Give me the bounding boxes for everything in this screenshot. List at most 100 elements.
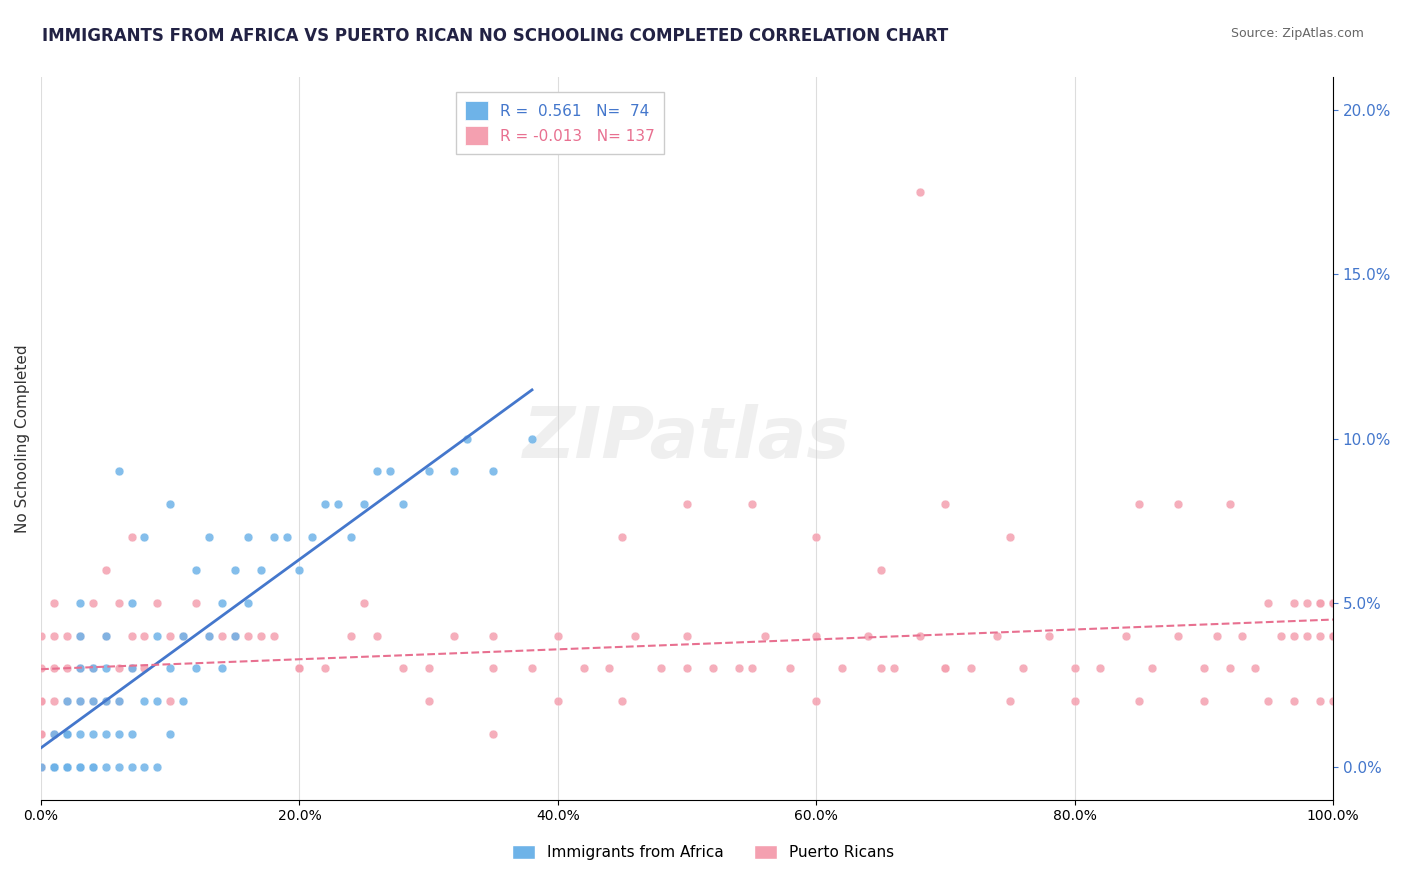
Point xyxy=(301,530,323,544)
Point xyxy=(727,661,749,675)
Point xyxy=(42,760,65,774)
Point xyxy=(56,760,79,774)
Point xyxy=(146,760,169,774)
Point xyxy=(121,629,143,643)
Point xyxy=(806,694,828,708)
Point xyxy=(146,694,169,708)
Point xyxy=(94,694,117,708)
Point xyxy=(56,727,79,741)
Y-axis label: No Schooling Completed: No Schooling Completed xyxy=(15,344,30,533)
Point xyxy=(172,629,194,643)
Point xyxy=(1140,661,1163,675)
Point xyxy=(960,661,983,675)
Point xyxy=(30,661,52,675)
Point xyxy=(121,661,143,675)
Point xyxy=(94,727,117,741)
Point xyxy=(482,727,505,741)
Legend: Immigrants from Africa, Puerto Ricans: Immigrants from Africa, Puerto Ricans xyxy=(506,839,900,866)
Point xyxy=(172,694,194,708)
Point xyxy=(806,629,828,643)
Point xyxy=(353,497,375,511)
Point xyxy=(107,694,129,708)
Point xyxy=(418,694,440,708)
Point xyxy=(30,760,52,774)
Point xyxy=(69,629,91,643)
Point xyxy=(340,629,363,643)
Point xyxy=(69,694,91,708)
Point xyxy=(443,629,465,643)
Point xyxy=(42,629,65,643)
Point xyxy=(1232,629,1254,643)
Point xyxy=(69,596,91,610)
Point xyxy=(288,563,311,577)
Point xyxy=(1205,629,1227,643)
Point xyxy=(1282,596,1305,610)
Point xyxy=(30,760,52,774)
Point xyxy=(1322,629,1344,643)
Point xyxy=(211,661,233,675)
Point xyxy=(121,727,143,741)
Point xyxy=(1322,629,1344,643)
Point xyxy=(56,629,79,643)
Point xyxy=(107,694,129,708)
Point xyxy=(702,661,724,675)
Point xyxy=(159,727,181,741)
Point xyxy=(1296,596,1319,610)
Point xyxy=(69,661,91,675)
Point xyxy=(159,694,181,708)
Point xyxy=(1322,629,1344,643)
Point xyxy=(56,760,79,774)
Point xyxy=(224,563,246,577)
Point xyxy=(288,661,311,675)
Text: Source: ZipAtlas.com: Source: ZipAtlas.com xyxy=(1230,27,1364,40)
Point xyxy=(82,694,104,708)
Point xyxy=(107,727,129,741)
Point xyxy=(741,497,763,511)
Point xyxy=(869,563,891,577)
Point xyxy=(69,727,91,741)
Point xyxy=(42,727,65,741)
Point xyxy=(236,530,259,544)
Point xyxy=(121,596,143,610)
Point xyxy=(224,629,246,643)
Point xyxy=(134,760,156,774)
Point xyxy=(211,596,233,610)
Point xyxy=(107,661,129,675)
Point xyxy=(30,694,52,708)
Point xyxy=(1219,497,1241,511)
Point xyxy=(378,465,401,479)
Point xyxy=(159,661,181,675)
Point xyxy=(198,629,221,643)
Point xyxy=(159,497,181,511)
Point xyxy=(94,629,117,643)
Point xyxy=(184,563,207,577)
Point xyxy=(366,465,388,479)
Point xyxy=(998,530,1021,544)
Point xyxy=(94,760,117,774)
Point xyxy=(547,694,569,708)
Point xyxy=(1219,661,1241,675)
Point xyxy=(391,661,413,675)
Point xyxy=(56,694,79,708)
Point xyxy=(30,760,52,774)
Point xyxy=(198,629,221,643)
Point xyxy=(159,629,181,643)
Point xyxy=(314,661,336,675)
Point xyxy=(56,760,79,774)
Point xyxy=(1128,497,1150,511)
Point xyxy=(1192,661,1215,675)
Point xyxy=(276,530,298,544)
Point xyxy=(572,661,595,675)
Point xyxy=(1322,596,1344,610)
Point xyxy=(1296,629,1319,643)
Point xyxy=(146,629,169,643)
Point xyxy=(107,760,129,774)
Point xyxy=(94,629,117,643)
Point xyxy=(94,694,117,708)
Point xyxy=(30,629,52,643)
Point xyxy=(236,596,259,610)
Point xyxy=(520,432,543,446)
Point xyxy=(1322,629,1344,643)
Point xyxy=(263,530,285,544)
Point xyxy=(30,694,52,708)
